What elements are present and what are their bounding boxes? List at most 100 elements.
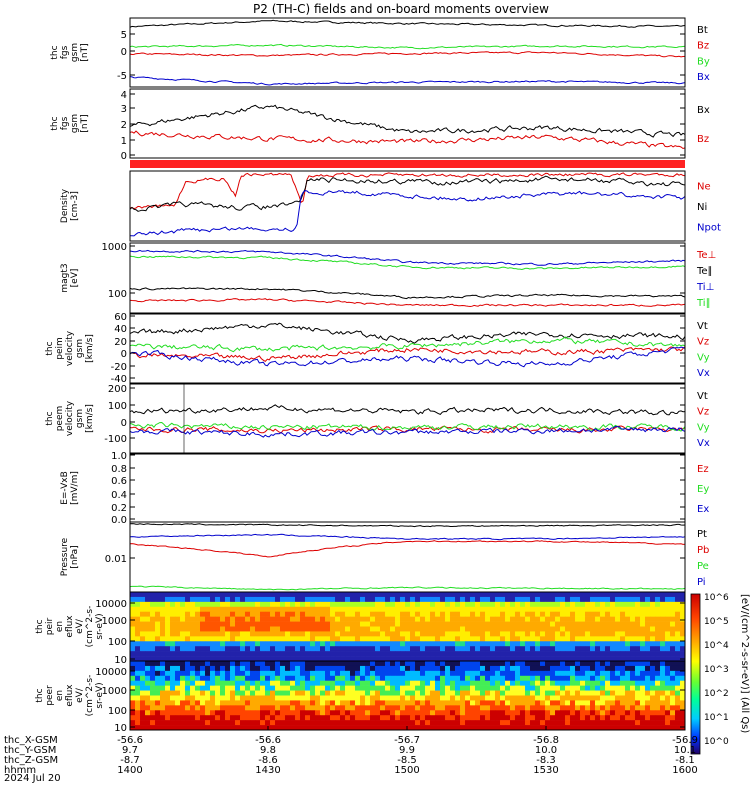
spectrogram-cell [155, 611, 161, 617]
spectrogram-cell [435, 621, 441, 627]
spectrogram-cell [555, 700, 561, 706]
spectrogram-cell [490, 661, 496, 667]
spectrogram-cell [410, 690, 416, 696]
spectrogram-cell [575, 665, 581, 672]
spectrogram-cell [575, 700, 581, 706]
spectrogram-cell [250, 665, 256, 672]
spectrogram-cell [500, 616, 506, 622]
spectrogram-cell [560, 675, 566, 682]
spectrogram-cell [635, 661, 641, 667]
spectrogram-cell [210, 685, 216, 691]
spectrogram-cell [520, 641, 526, 647]
spectrogram-cell [190, 675, 196, 682]
spectrogram-cell [570, 710, 576, 716]
spectrogram-cell [555, 705, 561, 711]
spectrogram-cell [340, 626, 346, 632]
spectrogram-cell [390, 601, 396, 608]
spectrogram-cell [670, 685, 676, 691]
spectrogram-cell [375, 616, 381, 622]
spectrogram-cell [580, 636, 586, 642]
spectrogram-cell [600, 631, 606, 637]
spectrogram-cell [325, 611, 331, 617]
spectrogram-cell [385, 646, 391, 652]
spectrogram-cell [665, 611, 671, 617]
spectrogram-cell [590, 670, 596, 677]
spectrogram-cell [595, 685, 601, 691]
spectrogram-cell [165, 641, 171, 647]
spectrogram-cell [445, 705, 451, 711]
spectrogram-cell [420, 646, 426, 652]
spectrogram-cell [595, 695, 601, 701]
spectrogram-cell [140, 621, 146, 627]
spectrogram-cell [300, 690, 306, 696]
spectrogram-cell [445, 656, 451, 662]
spectrogram-cell [235, 646, 241, 652]
spectrogram-cell [130, 651, 136, 657]
spectrogram-cell [135, 636, 141, 642]
spectrogram-cell [270, 601, 276, 608]
spectrogram-cell [675, 725, 681, 731]
spectrogram-cell [450, 636, 456, 642]
spectrogram-cell [410, 621, 416, 627]
spectrogram-cell [190, 715, 196, 721]
spectrogram-cell [450, 725, 456, 731]
spectrogram-cell [335, 616, 341, 622]
spectrogram-cell [185, 626, 191, 632]
spectrogram-cell [150, 651, 156, 657]
spectrogram-cell [155, 606, 161, 613]
spectrogram-cell [270, 675, 276, 682]
spectrogram-cell [505, 611, 511, 617]
spectrogram-cell [315, 636, 321, 642]
series-peim-velocity-Vz [129, 346, 686, 363]
spectrogram-cell [250, 705, 256, 711]
spectrogram-cell [320, 665, 326, 672]
spectrogram-cell [200, 641, 206, 647]
spectrogram-cell [460, 725, 466, 731]
spectrogram-cell [130, 665, 136, 672]
spectrogram-cell [210, 675, 216, 682]
spectrogram-cell [225, 626, 231, 632]
spectrogram-cell [210, 670, 216, 677]
spectrogram-cell [545, 601, 551, 608]
legend-peem-velocity-Vt: Vt [697, 391, 708, 402]
spectrogram-cell [270, 670, 276, 677]
spectrogram-cell [525, 705, 531, 711]
spectrogram-cell [165, 715, 171, 721]
spectrogram-cell [245, 725, 251, 731]
spectrogram-cell [655, 695, 661, 701]
spectrogram-cell [350, 680, 356, 686]
spectrogram-cell [185, 606, 191, 613]
spectrogram-cell [520, 670, 526, 677]
spectrogram-cell [560, 695, 566, 701]
spectrogram-cell [410, 715, 416, 721]
spectrogram-cell [235, 651, 241, 657]
spectrogram-cell [275, 616, 281, 622]
spectrogram-cell [290, 646, 296, 652]
spectrogram-cell [600, 592, 606, 598]
spectrogram-cell [545, 700, 551, 706]
spectrogram-cell [375, 705, 381, 711]
spectrogram-cell [570, 725, 576, 731]
spectrogram-cell [295, 700, 301, 706]
legend-fgs-gsm-Bx: Bx [697, 72, 710, 83]
spectrogram-cell [480, 665, 486, 672]
spectrogram-cell [520, 651, 526, 657]
spectrogram-cell [165, 616, 171, 622]
spectrogram-cell [625, 641, 631, 647]
spectrogram-cell [210, 631, 216, 637]
spectrogram-cell [205, 656, 211, 662]
spectrogram-cell [470, 720, 476, 726]
spectrogram-cell [345, 680, 351, 686]
spectrogram-cell [635, 596, 641, 603]
spectrogram-cell [230, 661, 236, 667]
spectrogram-cell [595, 631, 601, 637]
spectrogram-cell [170, 592, 176, 598]
spectrogram-cell [365, 695, 371, 701]
spectrogram-cell [275, 631, 281, 637]
spectrogram-cell [515, 665, 521, 672]
spectrogram-cell [460, 636, 466, 642]
spectrogram-cell [560, 665, 566, 672]
spectrogram-cell [495, 611, 501, 617]
spectrogram-cell [670, 592, 676, 598]
spectrogram-cell [315, 685, 321, 691]
